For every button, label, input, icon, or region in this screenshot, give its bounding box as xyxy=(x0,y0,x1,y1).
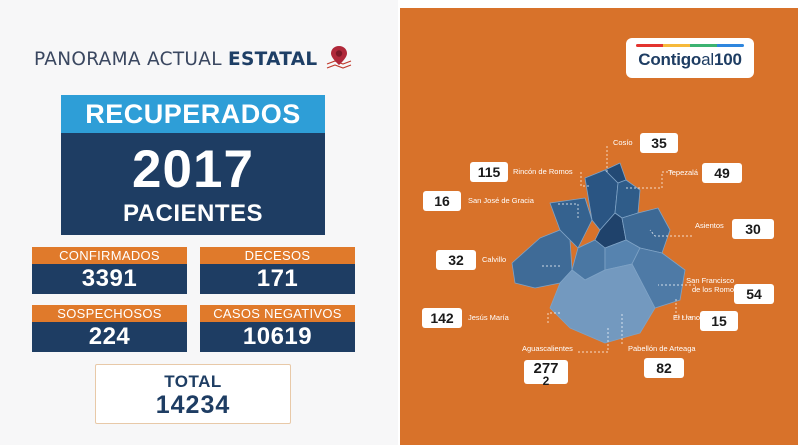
map-region-aguascalientes xyxy=(549,263,656,344)
logo-main: Contigo xyxy=(638,50,702,69)
municipio-value: 277 2 xyxy=(524,360,568,387)
recuperados-panel: 2017 PACIENTES xyxy=(61,133,325,235)
stat-sospechosos: SOSPECHOSOS 224 xyxy=(32,305,187,352)
map-pin-icon xyxy=(327,46,352,69)
contigo-al-100-logo: Contigoal100 xyxy=(626,38,754,78)
municipio-name: Pabellón de Arteaga xyxy=(628,344,696,353)
logo-sub: al xyxy=(701,50,714,69)
total-box: TOTAL 14234 xyxy=(95,364,291,424)
municipio-name: Aguascalientes xyxy=(522,344,573,353)
map-region-tepezala xyxy=(614,179,641,219)
municipio-name: Cosío xyxy=(613,138,633,147)
stat-value: 3391 xyxy=(32,264,187,294)
stat-label: DECESOS xyxy=(200,247,355,264)
municipio-value: 82 xyxy=(644,358,684,378)
logo-color-bar xyxy=(636,44,744,47)
right-panel: Contigoal100 xyxy=(400,8,798,445)
stat-casos-negativos: CASOS NEGATIVOS 10619 xyxy=(200,305,355,352)
municipio-value: 32 xyxy=(436,250,476,270)
stat-value: 10619 xyxy=(200,322,355,352)
municipio-name: Asientos xyxy=(695,221,724,230)
stat-label: SOSPECHOSOS xyxy=(32,305,187,322)
logo-num: 100 xyxy=(713,50,742,69)
municipio-name: Calvillo xyxy=(482,255,507,264)
recuperados-value: 2017 xyxy=(132,140,254,199)
municipio-name: El Llano xyxy=(673,313,701,322)
total-label: TOTAL xyxy=(164,372,222,391)
municipio-name: Jesús María xyxy=(468,313,509,322)
state-map xyxy=(511,146,695,353)
stat-label: CONFIRMADOS xyxy=(32,247,187,264)
municipio-value: 54 xyxy=(734,284,774,304)
total-value: 14234 xyxy=(155,391,231,419)
recuperados-unit: PACIENTES xyxy=(122,200,264,227)
stat-decesos: DECESOS 171 xyxy=(200,247,355,294)
stat-value: 224 xyxy=(32,322,187,352)
municipio-value: 16 xyxy=(423,191,461,211)
municipio-value: 49 xyxy=(702,163,742,183)
municipio-value: 35 xyxy=(640,133,678,153)
left-panel: PANORAMA ACTUAL ESTATAL RECUPERADOS 2017… xyxy=(0,0,398,445)
municipio-name: Rincón de Romos xyxy=(513,167,573,176)
title-bold: ESTATAL xyxy=(228,48,318,70)
stat-label: CASOS NEGATIVOS xyxy=(200,305,355,322)
municipio-value: 142 xyxy=(422,308,462,328)
municipio-name: San José de Gracia xyxy=(468,196,534,205)
municipio-value: 15 xyxy=(700,311,738,331)
municipio-value: 115 xyxy=(470,162,508,182)
municipio-name: San Francisco de los Romo xyxy=(686,276,735,294)
municipio-value: 30 xyxy=(732,219,774,239)
recuperados-header: RECUPERADOS xyxy=(61,95,325,133)
stat-value: 171 xyxy=(200,264,355,294)
page-title: PANORAMA ACTUAL ESTATAL xyxy=(34,44,355,74)
stat-confirmados: CONFIRMADOS 3391 xyxy=(32,247,187,294)
title-regular: PANORAMA ACTUAL xyxy=(34,48,229,70)
municipio-name: Tepezalá xyxy=(668,168,699,177)
